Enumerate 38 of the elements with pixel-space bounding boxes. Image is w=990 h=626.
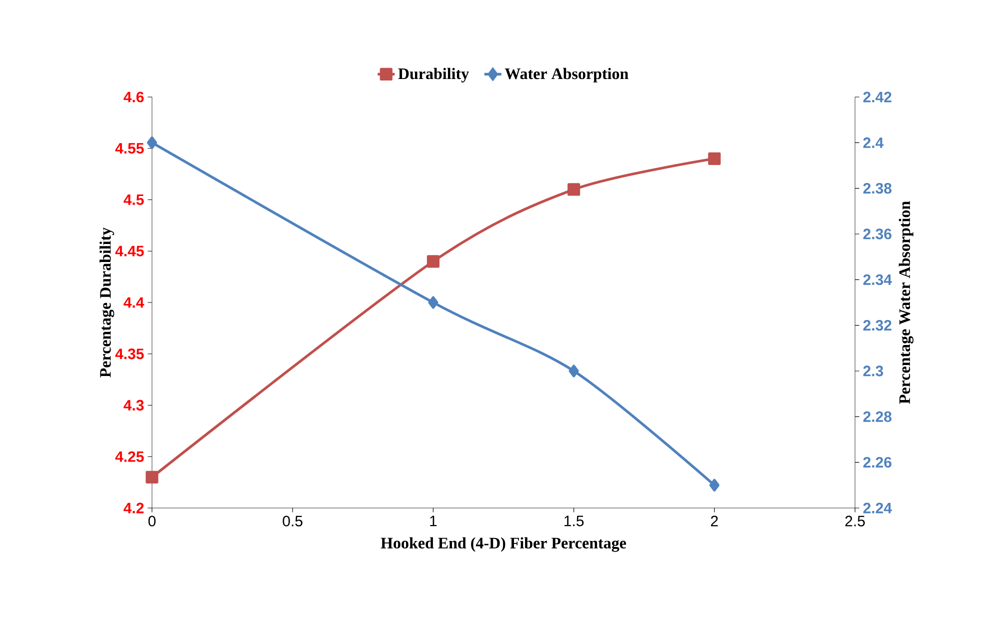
point: [146, 136, 158, 149]
y2-axis-title: Percentage Water Absorption: [898, 201, 914, 404]
point: [426, 255, 440, 268]
y-tick-label: 4.35: [115, 348, 144, 360]
y-tick-label: 4.25: [115, 451, 144, 462]
point: [708, 152, 721, 165]
point: [428, 296, 438, 309]
y2-tick-label: 2.34: [863, 274, 892, 285]
y2-tick-label: 2.28: [863, 411, 892, 422]
point: [568, 183, 580, 196]
y-tick-label: 4.3: [124, 400, 144, 411]
point: [146, 470, 158, 484]
point: [709, 478, 720, 492]
y2-tick-label: 2.36: [863, 228, 892, 240]
y2-tick-label: 2.32: [863, 320, 892, 331]
y2-tick-label: 2.42: [863, 92, 892, 102]
x-tick-label: 2.5: [845, 516, 865, 526]
legend-label: Durability: [398, 68, 469, 82]
x-tick-label: 1: [430, 516, 437, 526]
x-tick-label: 0.5: [282, 516, 302, 526]
y2-tick-label: 2.3: [863, 366, 884, 376]
y2-tick-label: 2.4: [863, 137, 884, 148]
y-tick-label: 4.6: [124, 92, 144, 102]
y-tick-label: 4.55: [115, 143, 144, 154]
y-tick-label: 4.5: [124, 194, 144, 205]
x-tick-label: 2: [710, 516, 718, 526]
x-tick-label: 0: [148, 516, 156, 526]
y-tick-label: 4.45: [115, 246, 144, 256]
point: [568, 364, 579, 378]
y2-tick-label: 2.38: [863, 183, 892, 194]
y-axis-title: Percentage Durability: [100, 227, 114, 378]
x-axis-title: Hooked End (4-D) Fiber Percentage: [380, 537, 626, 552]
y2-tick-label: 2.26: [863, 457, 892, 468]
y-tick-label: 4.4: [124, 297, 144, 308]
y2-tick-label: 2.24: [863, 502, 892, 514]
legend-label: Water Absorption: [504, 68, 628, 82]
x-tick-label: 1.5: [564, 516, 584, 526]
y-tick-label: 4.2: [124, 502, 144, 514]
